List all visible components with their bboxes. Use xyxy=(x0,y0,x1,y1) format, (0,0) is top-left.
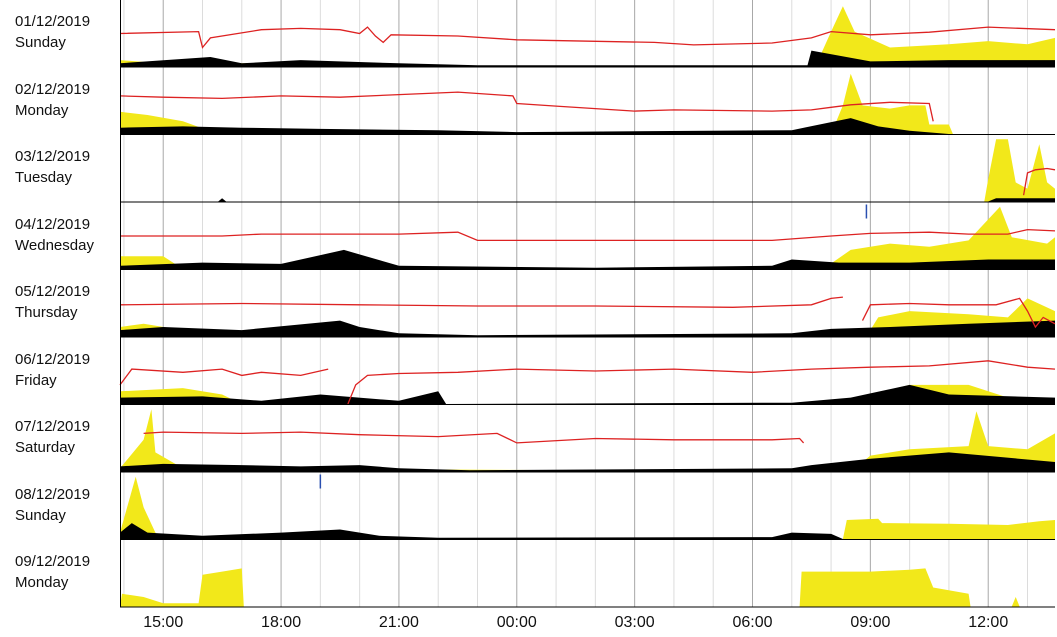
day-label: 01/12/2019 Sunday xyxy=(15,11,90,53)
row-labels: 01/12/2019 Sunday 02/12/2019 Monday 03/12/20… xyxy=(0,0,120,608)
yellow-series xyxy=(120,568,1020,607)
black-series xyxy=(120,452,1055,472)
day-date: 02/12/2019 xyxy=(15,80,91,98)
day-weekday: Wednesday xyxy=(15,236,94,254)
day-label: 07/12/2019 Saturday xyxy=(15,416,90,458)
day-label: 04/12/2019 Wednesday xyxy=(15,214,94,256)
x-tick-label: 21:00 xyxy=(379,614,419,631)
day-weekday: Thursday xyxy=(15,304,78,321)
red-line-series xyxy=(143,431,805,444)
day-date: 04/12/2019 xyxy=(15,215,91,233)
day-weekday: Monday xyxy=(15,101,69,119)
day-label: 05/12/2019 Thursday xyxy=(15,281,90,323)
black-series xyxy=(120,249,1055,269)
black-series xyxy=(218,198,1055,202)
day-weekday: Saturday xyxy=(15,439,76,456)
day-date: 09/12/2019 xyxy=(15,553,91,570)
red-line-series xyxy=(119,296,843,308)
day-weekday: Sunday xyxy=(15,34,66,51)
yellow-series xyxy=(120,206,1055,269)
x-tick-label: 18:00 xyxy=(261,614,301,631)
day-weekday: Friday xyxy=(15,371,57,389)
x-tick-label: 09:00 xyxy=(850,614,890,631)
red-line-series xyxy=(1022,167,1056,196)
red-line-series xyxy=(861,297,1056,329)
day-date: 06/12/2019 xyxy=(15,350,91,368)
day-date: 03/12/2019 xyxy=(15,148,91,165)
yellow-series xyxy=(120,6,1055,67)
day-label: 02/12/2019 Monday xyxy=(15,79,90,121)
black-series xyxy=(120,384,1055,404)
x-tick-label: 12:00 xyxy=(968,614,1008,631)
day-date: 01/12/2019 xyxy=(15,13,91,30)
black-series xyxy=(120,50,1055,67)
day-label: 06/12/2019 Friday xyxy=(15,349,90,391)
day-label: 08/12/2019 Sunday xyxy=(15,484,90,526)
day-weekday: Tuesday xyxy=(15,169,72,186)
red-line-series xyxy=(120,228,1056,242)
yellow-series xyxy=(120,476,1055,539)
black-series xyxy=(120,320,1055,337)
black-series xyxy=(120,523,843,539)
red-line-series xyxy=(347,360,1056,405)
day-date: 07/12/2019 xyxy=(15,418,91,435)
red-line-series xyxy=(119,91,934,122)
day-weekday: Monday xyxy=(15,574,69,591)
yellow-series xyxy=(984,139,1055,202)
x-tick-label: 15:00 xyxy=(143,614,183,631)
red-line-series xyxy=(119,26,1056,49)
day-date: 05/12/2019 xyxy=(15,283,91,300)
x-tick-label: 03:00 xyxy=(615,614,655,631)
day-weekday: Sunday xyxy=(15,506,66,524)
x-tick-label: 00:00 xyxy=(497,614,537,631)
red-line-series xyxy=(119,368,329,386)
day-label: 09/12/2019 Monday xyxy=(15,551,90,593)
day-label: 03/12/2019 Tuesday xyxy=(15,146,90,188)
x-tick-label: 06:00 xyxy=(732,614,772,631)
day-date: 08/12/2019 xyxy=(15,485,91,503)
black-series xyxy=(120,118,949,134)
